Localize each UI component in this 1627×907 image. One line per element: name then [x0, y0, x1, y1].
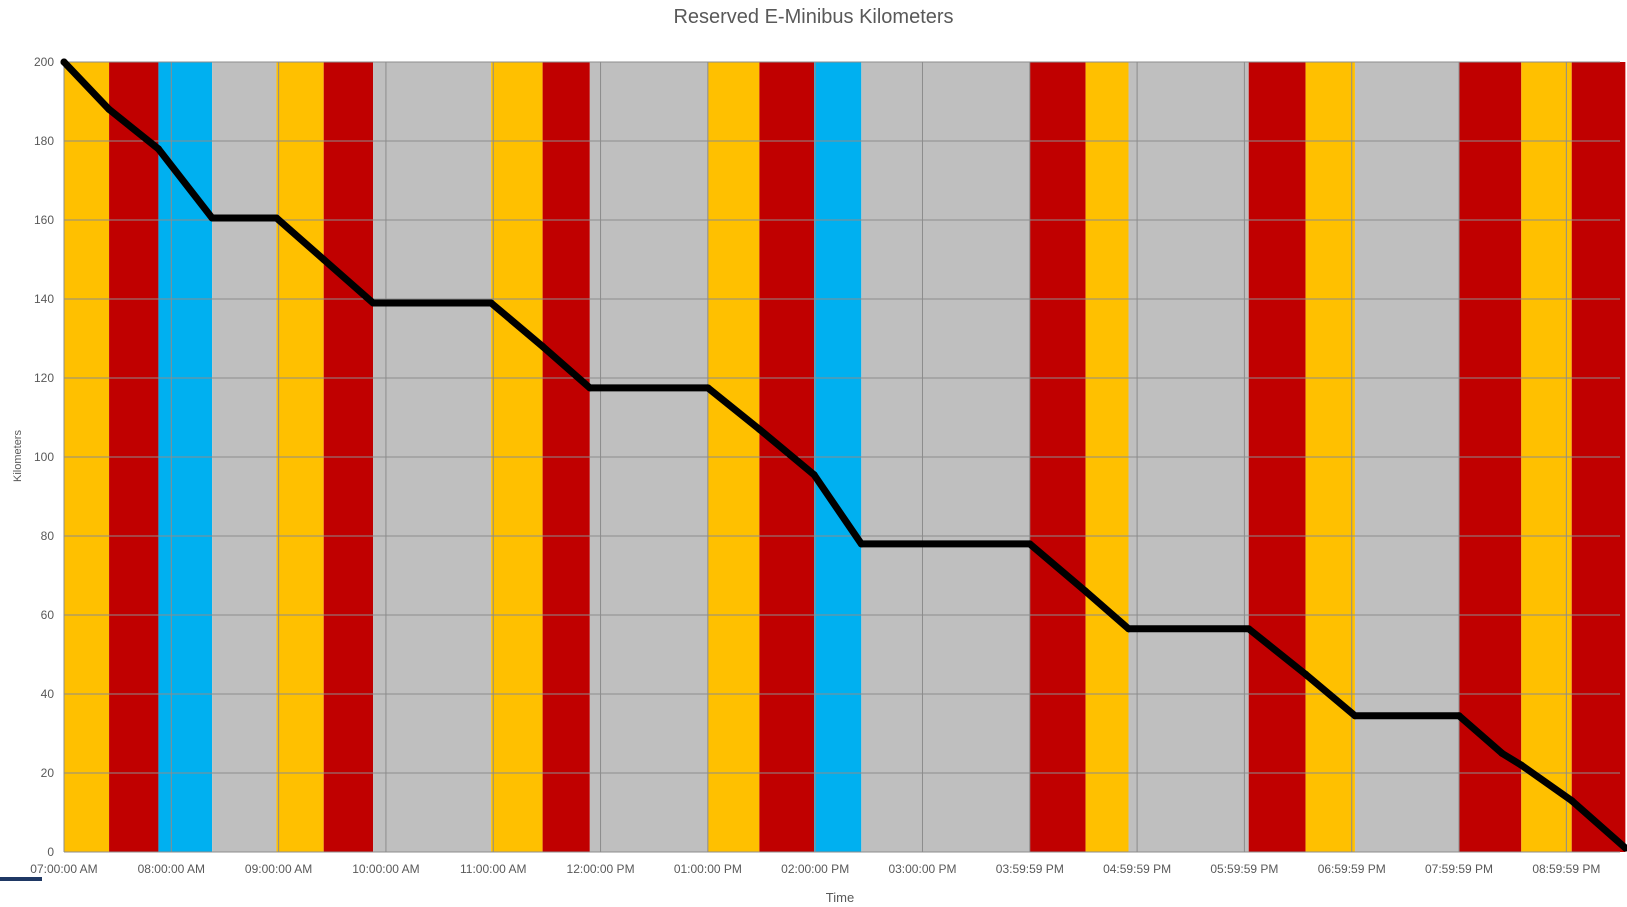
corner-accent-bar: [0, 877, 42, 881]
x-tick-label: 06:59:59 PM: [1318, 862, 1386, 876]
y-tick-label: 0: [47, 845, 54, 859]
data-point: [857, 540, 865, 548]
data-point: [1517, 761, 1525, 769]
y-tick-labels: 0 20 40 60 80 100 120 140 160 180 200: [34, 55, 54, 859]
x-tick-label: 10:00:00 AM: [352, 862, 419, 876]
data-point: [1498, 749, 1506, 757]
y-tick-label: 20: [41, 766, 55, 780]
x-tick-label: 07:59:59 PM: [1425, 862, 1493, 876]
data-point: [105, 105, 113, 113]
data-point: [1125, 625, 1133, 633]
data-point: [154, 145, 162, 153]
data-point: [1568, 797, 1576, 805]
x-tick-label: 03:00:00 PM: [888, 862, 956, 876]
data-point: [1026, 540, 1034, 548]
x-tick-labels: 07:00:00 AM 08:00:00 AM 09:00:00 AM 10:00:0…: [30, 862, 1600, 876]
chart-title: Reserved E-Minibus Kilometers: [673, 6, 954, 28]
x-axis-label: Time: [825, 890, 855, 905]
data-point: [1302, 670, 1310, 678]
y-tick-label: 160: [34, 213, 54, 227]
data-point: [1082, 587, 1090, 595]
y-tick-label: 80: [41, 529, 55, 543]
x-tick-label: 09:00:00 AM: [245, 862, 312, 876]
data-point: [539, 342, 547, 350]
data-point: [1351, 712, 1359, 720]
y-tick-label: 140: [34, 292, 54, 306]
y-tick-label: 180: [34, 134, 54, 148]
data-point: [1245, 625, 1253, 633]
data-point: [1621, 844, 1627, 852]
x-tick-label: 03:59:59 PM: [996, 862, 1064, 876]
data-point: [704, 384, 712, 392]
data-point: [586, 384, 594, 392]
data-point: [755, 425, 763, 433]
data-point: [369, 299, 377, 307]
data-point: [810, 471, 818, 479]
gridlines: [63, 61, 1620, 853]
y-tick-label: 120: [34, 371, 54, 385]
x-tick-label: 01:00:00 PM: [674, 862, 742, 876]
data-point: [272, 214, 280, 222]
series-layer: [60, 58, 1627, 852]
y-tick-label: 200: [34, 55, 54, 69]
y-tick-label: 40: [41, 687, 55, 701]
x-tick-label: 07:00:00 AM: [30, 862, 97, 876]
x-tick-label: 02:00:00 PM: [781, 862, 849, 876]
data-point: [208, 214, 216, 222]
data-point: [1455, 712, 1463, 720]
y-tick-label: 100: [34, 450, 54, 464]
x-tick-label: 11:00:00 AM: [460, 862, 527, 876]
y-tick-label: 60: [41, 608, 55, 622]
data-point: [60, 58, 68, 66]
data-point: [320, 256, 328, 263]
x-tick-label: 04:59:59 PM: [1103, 862, 1171, 876]
x-tick-label: 08:59:59 PM: [1532, 862, 1600, 876]
x-tick-label: 12:00:00 PM: [567, 862, 635, 876]
x-tick-label: 05:59:59 PM: [1210, 862, 1278, 876]
x-tick-label: 08:00:00 AM: [138, 862, 205, 876]
data-point: [487, 299, 495, 307]
